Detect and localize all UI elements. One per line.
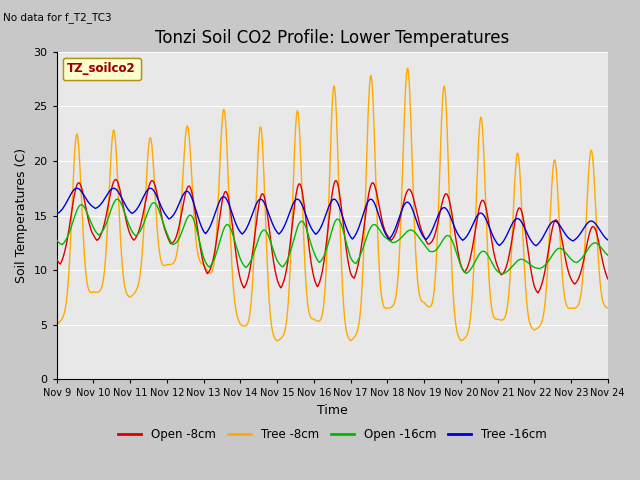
Open -8cm [534,290,542,296]
Tree -16cm [534,241,542,247]
Open -16cm [288,243,296,249]
Tree -16cm [288,203,296,209]
Tree -16cm [73,185,81,191]
Open -8cm [116,186,124,192]
Tree -16cm [116,192,124,197]
Tree -8cm [264,276,272,282]
Tree -8cm [404,65,412,71]
Open -16cm [593,241,601,247]
Open -16cm [113,196,121,202]
Open -16cm [148,201,156,206]
Tree -16cm [264,209,272,215]
Y-axis label: Soil Temperatures (C): Soil Temperatures (C) [15,148,28,283]
Line: Open -16cm: Open -16cm [57,199,608,274]
Open -16cm [499,271,507,277]
Open -8cm [604,276,612,282]
Tree -8cm [604,305,612,311]
Open -16cm [534,265,542,271]
Tree -16cm [148,186,156,192]
Open -16cm [604,252,612,258]
Line: Tree -16cm: Tree -16cm [57,188,608,246]
Open -8cm [264,217,272,223]
Tree -16cm [53,209,61,215]
Open -8cm [593,233,601,239]
Line: Open -8cm: Open -8cm [57,180,608,293]
Tree -8cm [288,216,296,221]
Open -8cm [53,256,61,262]
Tree -8cm [53,322,61,327]
Open -16cm [264,232,272,238]
Tree -16cm [593,223,601,229]
Tree -8cm [534,325,542,331]
Legend: TZ_soilco2: TZ_soilco2 [63,58,141,80]
Tree -16cm [604,237,612,243]
Open -8cm [288,224,296,229]
Tree -8cm [116,217,124,223]
Open -16cm [116,198,124,204]
Tree -8cm [593,237,601,243]
Open -16cm [53,237,61,243]
Title: Tonzi Soil CO2 Profile: Lower Temperatures: Tonzi Soil CO2 Profile: Lower Temperatur… [155,29,509,48]
Tree -8cm [273,338,281,344]
X-axis label: Time: Time [317,404,348,417]
Open -8cm [534,290,541,296]
Open -8cm [112,177,120,182]
Text: No data for f_T2_TC3: No data for f_T2_TC3 [3,12,112,23]
Tree -16cm [532,243,540,249]
Line: Tree -8cm: Tree -8cm [57,68,608,341]
Open -8cm [148,178,156,183]
Tree -8cm [148,147,156,153]
